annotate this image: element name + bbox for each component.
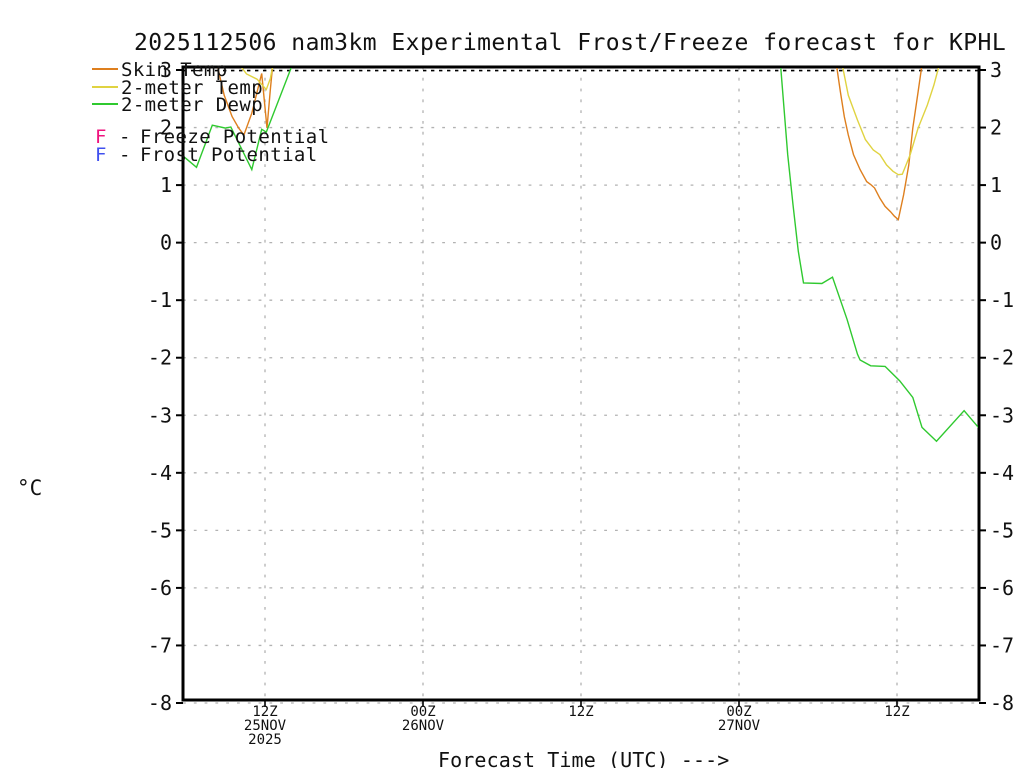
x-tick-label: 27NOV — [718, 718, 761, 734]
frost-potential-letter: F — [95, 144, 107, 166]
y-tick-label-left: -1 — [148, 288, 172, 312]
y-tick-label-right: -2 — [990, 346, 1014, 370]
frost-potential-dash: - — [119, 144, 131, 166]
y-tick-label-right: -1 — [990, 288, 1014, 312]
y-tick-label-left: -4 — [148, 461, 172, 485]
frost-potential-label: Frost Potential — [140, 144, 318, 166]
y-tick-label-left: -7 — [148, 633, 172, 657]
y-tick-label-right: -7 — [990, 633, 1014, 657]
y-tick-label-left: -6 — [148, 576, 172, 600]
y-tick-label-left: -2 — [148, 346, 172, 370]
series-skin-temp — [217, 68, 274, 137]
y-tick-label-left: -3 — [148, 403, 172, 427]
chart-title: 2025112506 nam3km Experimental Frost/Fre… — [134, 30, 1007, 56]
y-tick-label-right: -6 — [990, 576, 1014, 600]
y-tick-label-left: -5 — [148, 518, 172, 542]
freeze-potential-letter: F — [95, 126, 107, 148]
y-tick-label-left: 2 — [160, 116, 172, 140]
y-tick-label-right: -5 — [990, 518, 1014, 542]
y-tick-label-right: -3 — [990, 403, 1014, 427]
y-tick-label-right: -4 — [990, 461, 1014, 485]
x-tick-label: 25NOV — [244, 718, 287, 734]
plot-border — [181, 65, 981, 702]
legend-line-skin-temp — [92, 68, 118, 70]
legend-label-2m-temp: 2-meter Temp — [121, 77, 264, 99]
legend-label-skin-temp: Skin Temp — [121, 59, 228, 81]
series-2-meter-dewp — [184, 68, 292, 172]
legend-line-2m-temp — [92, 86, 118, 88]
y-tick-label-right: 2 — [990, 116, 1002, 140]
y-tick-label-right: 3 — [990, 58, 1002, 82]
x-axis-title: Forecast Time (UTC) ---> — [438, 748, 730, 768]
legend-label-2m-dewp: 2-meter Dewp — [121, 94, 264, 116]
x-tick-label: 26NOV — [402, 718, 445, 734]
y-tick-label-left: -8 — [148, 691, 172, 715]
x-tick-label: 00Z — [726, 704, 751, 720]
series-skin-temp — [836, 68, 923, 221]
x-tick-label: 12Z — [252, 704, 277, 720]
y-tick-label-right: -8 — [990, 691, 1014, 715]
y-tick-label-left: 1 — [160, 173, 172, 197]
series-2-meter-dewp — [780, 68, 978, 443]
freeze-potential-label: Freeze Potential — [140, 126, 330, 148]
x-tick-label: 2025 — [248, 732, 282, 748]
series-2-meter-temp — [842, 68, 940, 176]
x-tick-label: 12Z — [568, 704, 593, 720]
y-axis-unit-label: °C — [17, 476, 43, 500]
x-tick-label: 12Z — [884, 704, 909, 720]
y-tick-label-right: 0 — [990, 231, 1002, 255]
freeze-potential-dash: - — [119, 126, 131, 148]
y-tick-label-left: 0 — [160, 231, 172, 255]
y-tick-label-right: 1 — [990, 173, 1002, 197]
x-tick-label: 00Z — [410, 704, 435, 720]
series-2-meter-temp — [241, 68, 274, 91]
legend-line-2m-dewp — [92, 103, 118, 105]
y-tick-label-left: 3 — [160, 58, 172, 82]
